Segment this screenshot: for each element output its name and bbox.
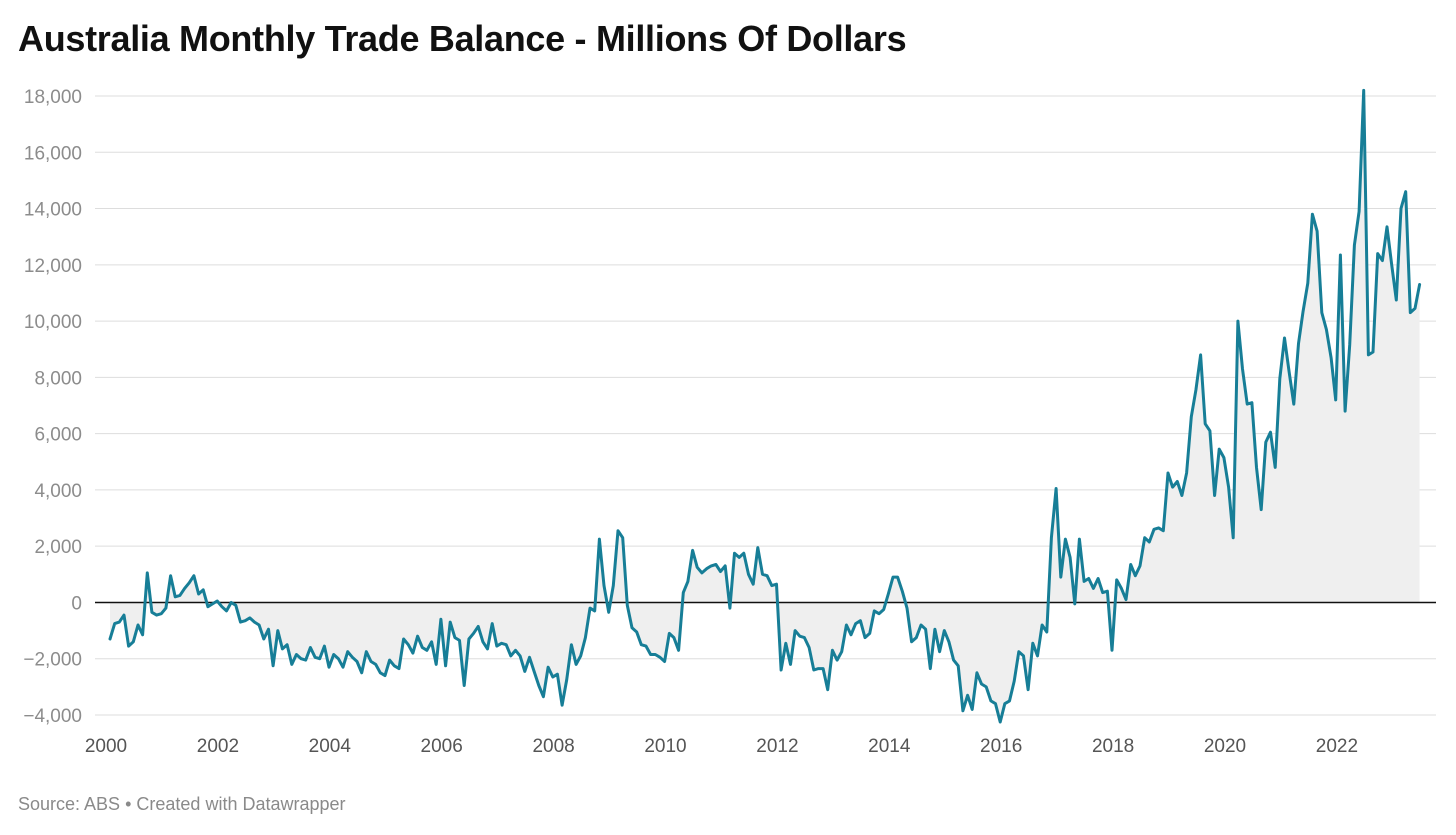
x-tick-label: 2000 — [85, 736, 127, 757]
y-axis: 18,000 16,000 14,000 12,000 10,000 8,000 6,000… — [23, 87, 82, 727]
credit-text: Created with Datawrapper — [136, 794, 346, 814]
x-axis: 2000 2002 2004 2006 2008 2010 2012 2014 2016 2018… — [85, 736, 1358, 757]
gridlines — [95, 95, 1436, 716]
series-line-layer — [108, 88, 1422, 724]
chart-title: Australia Monthly Trade Balance - Millio… — [18, 18, 907, 59]
x-tick-label: 2014 — [868, 736, 911, 757]
x-tick-label: 2018 — [1092, 736, 1134, 757]
y-tick-label: 10,000 — [24, 312, 82, 333]
series-area-fill — [110, 90, 1420, 722]
series-line — [108, 88, 1422, 724]
y-tick-label: 12,000 — [24, 256, 82, 277]
y-tick-label: −4,000 — [23, 706, 82, 727]
y-tick-label: 2,000 — [34, 537, 82, 558]
y-tick-label: 16,000 — [24, 143, 82, 164]
x-tick-label: 2006 — [421, 736, 463, 757]
x-tick-label: 2016 — [980, 736, 1022, 757]
separator-dot: • — [125, 794, 132, 814]
y-tick-label: 8,000 — [34, 368, 82, 389]
source-text: Source: ABS — [18, 794, 121, 814]
x-tick-label: 2010 — [644, 736, 686, 757]
y-tick-label: 6,000 — [34, 425, 82, 446]
x-tick-label: 2020 — [1204, 736, 1246, 757]
y-tick-label: 18,000 — [24, 87, 82, 108]
x-tick-label: 2002 — [197, 736, 239, 757]
x-tick-label: 2008 — [532, 736, 574, 757]
x-tick-label: 2022 — [1316, 736, 1358, 757]
y-tick-label: −2,000 — [23, 650, 82, 671]
x-tick-label: 2012 — [756, 736, 798, 757]
y-tick-label: 4,000 — [34, 481, 82, 502]
trade-balance-chart: 18,000 16,000 14,000 12,000 10,000 8,000 6,000… — [23, 87, 1436, 757]
y-tick-label: 0 — [71, 593, 82, 614]
y-tick-label: 14,000 — [24, 200, 82, 221]
area-layer — [110, 90, 1420, 722]
chart-footer: Source: ABS • Created with Datawrapper — [18, 794, 346, 815]
x-tick-label: 2004 — [309, 736, 352, 757]
